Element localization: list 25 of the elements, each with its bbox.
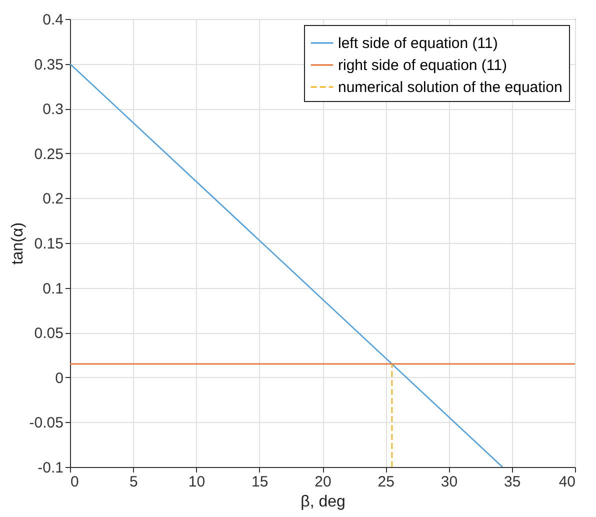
legend-label: left side of equation (11) bbox=[338, 35, 498, 52]
y-tick-label: 0.2 bbox=[42, 190, 64, 208]
x-tick-label: 10 bbox=[188, 474, 206, 490]
legend-label: numerical solution of the equation bbox=[338, 79, 562, 96]
y-tick-label: 0.3 bbox=[42, 101, 64, 118]
x-axis-title: β, deg bbox=[300, 494, 346, 510]
y-tick-label: 0 bbox=[55, 370, 64, 387]
x-tick-label: 40 bbox=[558, 474, 576, 490]
x-tick-label: 25 bbox=[378, 474, 394, 490]
y-tick-label: 0.35 bbox=[34, 56, 64, 74]
y-tick-label: 0.4 bbox=[42, 12, 64, 28]
x-tick-label: 35 bbox=[504, 474, 521, 490]
x-tick-label: 0 bbox=[70, 474, 79, 490]
y-axis-title: tan(α) bbox=[9, 222, 26, 265]
x-tick-label: 30 bbox=[440, 474, 458, 490]
x-tick-label: 5 bbox=[129, 474, 138, 490]
y-tick-label: 0.25 bbox=[34, 146, 64, 163]
x-tick-label: 15 bbox=[252, 474, 268, 490]
y-tick-label: -0.1 bbox=[38, 460, 64, 476]
y-tick-label: 0.1 bbox=[42, 280, 64, 298]
legend-label: right side of equation (11) bbox=[338, 57, 507, 74]
x-tick-label: 20 bbox=[314, 474, 332, 490]
y-tick-label: 0.05 bbox=[34, 325, 64, 342]
y-tick-label: -0.05 bbox=[29, 414, 64, 432]
y-tick-label: 0.15 bbox=[34, 236, 64, 252]
